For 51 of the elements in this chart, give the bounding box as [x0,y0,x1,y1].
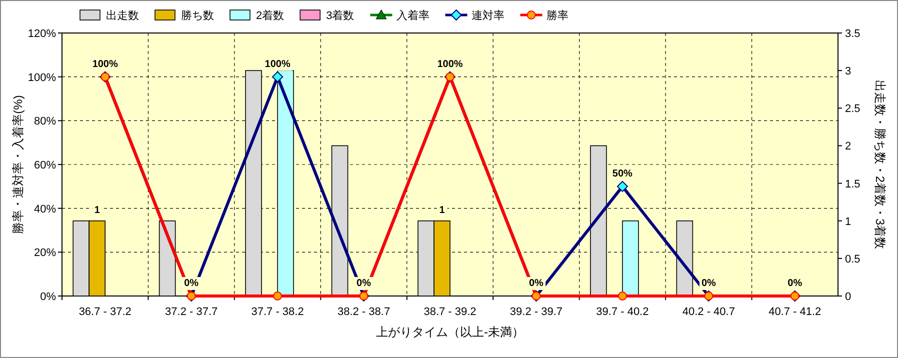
y-tick-label: 40% [34,203,56,216]
legend-label: 連対率 [471,9,504,22]
legend-label: 勝率 [546,9,568,22]
x-axis-title: 上がりタイム（以上-未満） [376,325,524,339]
y-tick-label: 0% [40,291,56,303]
x-tick-label: 40.2 - 40.7 [682,306,735,318]
data-label: 0% [184,278,199,289]
y2-tick-label: 1 [845,216,852,228]
data-label: 50% [612,168,633,180]
y-tick-label: 120% [28,28,56,40]
y2-tick-label: 3 [845,66,852,78]
y-tick-label: 20% [34,247,56,260]
y2-tick-label: 2 [845,140,852,153]
y2-tick-label: 2.5 [845,103,860,116]
data-label: 100% [92,58,118,70]
x-tick-label: 38.2 - 38.7 [337,306,390,318]
legend-label: 勝ち数 [181,10,214,22]
data-label: 1 [94,204,100,216]
point [272,71,284,82]
legend-label: 2着数 [256,9,284,22]
y2-tick-label: 0.5 [845,253,860,266]
legend-label: 入着率 [396,9,430,22]
y-tick-label: 60% [34,160,56,172]
x-tick-label: 40.7 - 41.2 [768,306,822,318]
x-tick-label: 37.7 - 38.2 [251,306,304,318]
y-tick-label: 100% [28,72,56,84]
y-tick-label: 80% [34,116,56,128]
data-label: 100% [437,58,463,70]
data-label: 0% [788,278,802,289]
point [618,292,627,300]
y2-tick-label: 1.5 [845,178,860,190]
y2-axis-title: 出走数・勝ち数・2着数・3着数 [873,80,887,250]
legend-label: 出走数 [106,9,139,22]
y2-tick-label: 3.5 [845,28,860,40]
x-tick-label: 39.7 - 40.2 [596,306,649,318]
y-axis-title: 勝率・連対率・入着率(%) [11,95,25,234]
y2-tick-label: 0 [845,291,852,303]
data-label: 0% [356,278,372,289]
data-label: 1 [439,204,446,216]
data-label: 100% [264,58,290,70]
point [616,180,628,192]
data-label: 0% [528,278,544,289]
x-tick-label: 39.2 - 39.7 [510,306,563,318]
legend-label: 3着数 [326,9,354,22]
point [273,292,282,300]
data-label: 0% [701,278,716,289]
bar [277,70,294,296]
x-tick-label: 37.2 - 37.7 [165,306,218,318]
x-tick-label: 36.7 - 37.2 [78,306,132,318]
x-tick-label: 38.7 - 39.2 [424,306,476,318]
bar [331,145,348,296]
